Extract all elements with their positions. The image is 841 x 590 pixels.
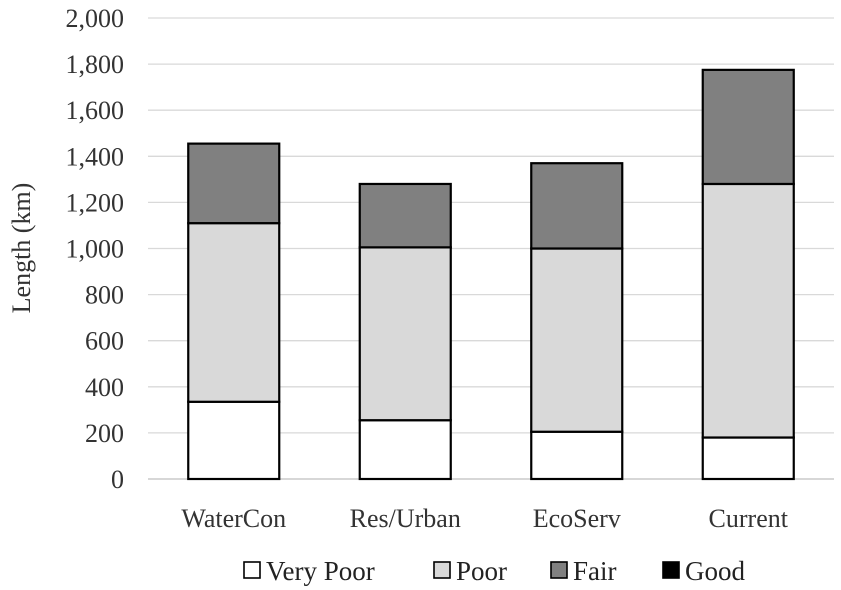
y-tick-label: 0	[111, 465, 124, 494]
bar-segment-very-poor	[187, 400, 281, 481]
x-tick-label: Current	[709, 504, 789, 533]
y-tick-label: 1,200	[66, 188, 125, 217]
bars	[187, 68, 795, 481]
legend-swatch	[550, 561, 568, 579]
y-tick-label: 200	[85, 419, 124, 448]
bar-segment-very-poor	[701, 436, 795, 481]
x-tick-label: EcoServ	[533, 504, 621, 533]
legend-label: Good	[685, 556, 745, 586]
y-tick-label: 600	[85, 327, 124, 356]
bar-segment-poor	[530, 247, 624, 433]
legend-label: Fair	[573, 556, 617, 586]
bar-segment-poor	[358, 246, 452, 422]
y-tick-label: 800	[85, 281, 124, 310]
bar-segment-poor	[187, 222, 281, 403]
bar-segment-fair	[701, 68, 795, 186]
legend-swatch	[662, 561, 680, 579]
x-axis-labels: WaterCon Res/Urban EcoServ Current	[181, 504, 788, 533]
x-tick-label: Res/Urban	[350, 504, 461, 533]
y-tick-label: 1,000	[66, 235, 125, 264]
bar-segment-poor	[701, 182, 795, 439]
bar-segment-fair	[358, 182, 452, 249]
y-tick-label: 2,000	[66, 4, 125, 33]
y-tick-label: 1,400	[66, 142, 125, 171]
y-tick-label: 1,600	[66, 96, 125, 125]
x-tick-label: WaterCon	[181, 504, 286, 533]
y-tick-label: 400	[85, 373, 124, 402]
legend-swatch	[433, 561, 451, 579]
bar-segment-fair	[530, 162, 624, 250]
legend-label: Very Poor	[266, 556, 375, 586]
y-axis-title: Length (km)	[7, 183, 36, 314]
legend: Very Poor Poor Fair Good	[243, 556, 745, 586]
bar-segment-very-poor	[530, 430, 624, 481]
legend-swatch	[243, 561, 261, 579]
bar-segment-very-poor	[358, 419, 452, 481]
legend-label: Poor	[456, 556, 507, 586]
y-axis-ticks: 0 200 400 600 800 1,000 1,200 1,400 1,600 1,800 2,…	[66, 4, 125, 494]
bar-segment-fair	[187, 142, 281, 225]
y-tick-label: 1,800	[66, 50, 125, 79]
